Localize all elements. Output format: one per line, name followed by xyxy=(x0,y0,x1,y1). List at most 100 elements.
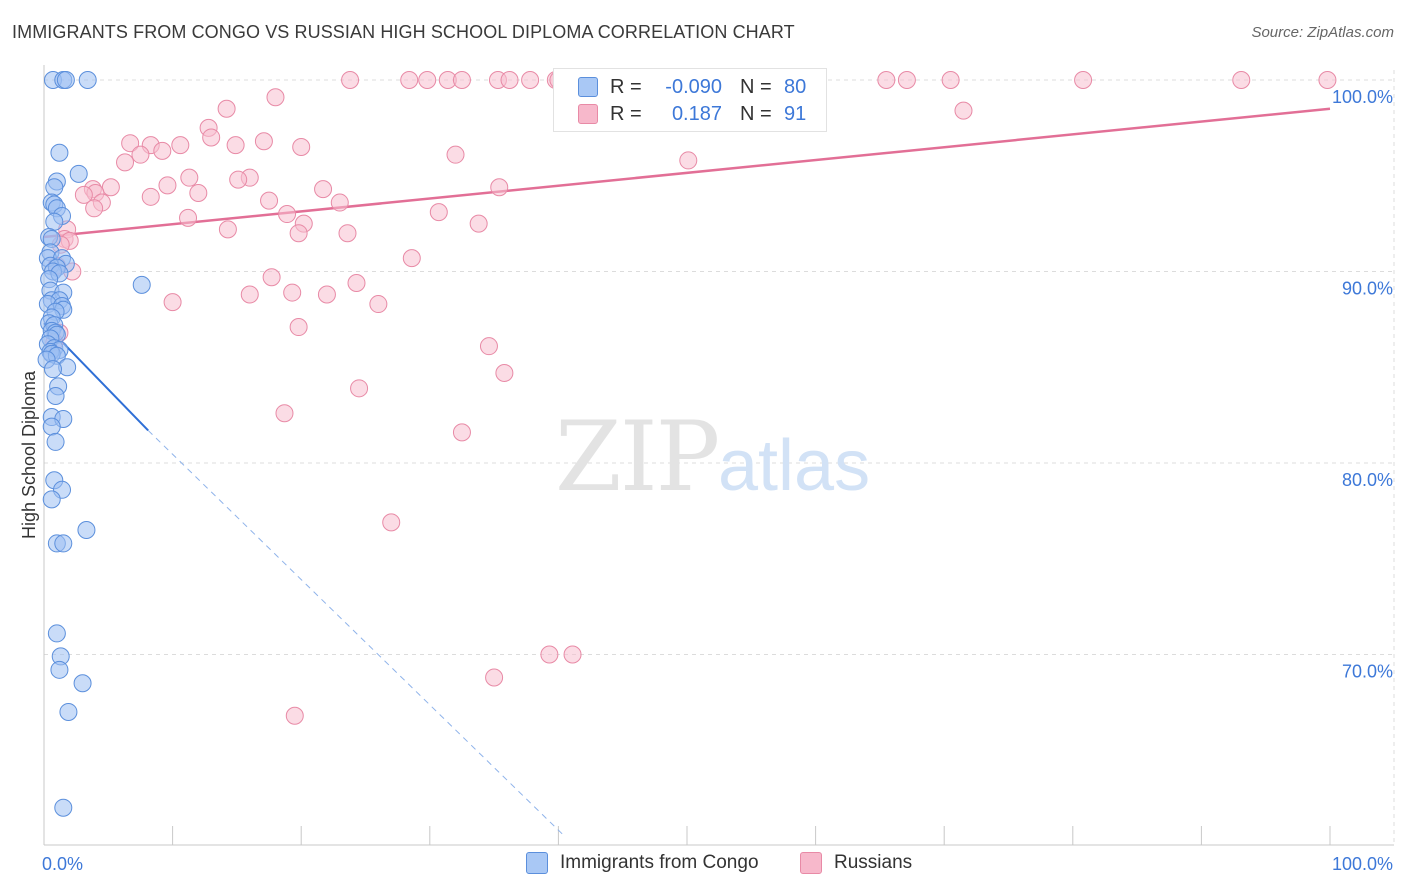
congo-point xyxy=(47,624,66,643)
russians-point xyxy=(469,214,488,233)
congo-point xyxy=(78,71,97,89)
watermark: ZIP atlas xyxy=(555,401,870,513)
russians-point xyxy=(121,134,140,153)
congo-point xyxy=(54,534,73,553)
congo-point xyxy=(59,702,78,721)
points-congo xyxy=(37,71,151,817)
russians-point xyxy=(189,183,208,202)
y-axis-label: High School Diploma xyxy=(19,370,39,539)
russians-point xyxy=(446,145,465,164)
russians-point xyxy=(116,153,135,172)
russians-point xyxy=(402,249,421,268)
congo-point xyxy=(132,275,151,294)
russians-point xyxy=(163,293,182,312)
congo-point xyxy=(45,212,64,231)
russians-point xyxy=(479,337,498,356)
russians-point xyxy=(180,168,199,187)
russians-point xyxy=(283,283,302,302)
r-value-russians: 0.187 xyxy=(671,102,722,125)
congo-point xyxy=(46,432,65,451)
russians-point xyxy=(500,71,519,89)
russians-point xyxy=(452,71,471,89)
russians-point xyxy=(418,71,437,89)
russians-point xyxy=(285,706,304,725)
trend-line-congo xyxy=(43,322,566,837)
congo-point xyxy=(54,798,73,817)
x-tick-label: 100.0% xyxy=(1332,854,1393,874)
russians-point xyxy=(330,193,349,212)
russians-point xyxy=(240,285,259,304)
y-tick-label: 80.0% xyxy=(1342,470,1393,490)
russians-point xyxy=(877,71,896,89)
congo-point xyxy=(42,417,61,436)
russians-point xyxy=(1074,71,1093,89)
x-tick-label: 0.0% xyxy=(42,854,83,874)
russians-trend-line xyxy=(43,107,1331,239)
russians-point xyxy=(897,71,916,89)
russians-point xyxy=(495,363,514,382)
congo-point xyxy=(45,178,64,197)
russians-point xyxy=(941,71,960,89)
russians-point xyxy=(266,88,285,107)
russians-point xyxy=(158,176,177,195)
russians-point xyxy=(452,423,471,442)
russians-point xyxy=(317,285,336,304)
russians-legend-swatch xyxy=(800,852,822,874)
y-tick-label: 70.0% xyxy=(1342,662,1393,682)
russians-point xyxy=(218,220,237,239)
russians-point xyxy=(278,205,297,224)
watermark-atlas: atlas xyxy=(718,426,870,506)
legend-row-russians: R = 0.187 N = 91 xyxy=(578,100,806,128)
russians-point xyxy=(179,208,198,227)
tick-labels: 100.0% 90.0% 80.0% 70.0% 0.0% 100.0% xyxy=(42,87,1393,874)
russians-point xyxy=(954,101,973,120)
russians-point xyxy=(74,185,93,204)
russians-point xyxy=(85,199,104,218)
n-value-congo: 80 xyxy=(784,75,807,98)
congo-swatch xyxy=(578,77,598,97)
legend-label-russians: Russians xyxy=(834,852,913,873)
russians-point xyxy=(275,404,294,423)
russians-point xyxy=(521,71,540,89)
congo-point xyxy=(42,490,61,509)
n-label: N = xyxy=(740,102,772,125)
russians-point xyxy=(262,268,281,287)
russians-point xyxy=(341,71,360,89)
r-value-congo: -0.090 xyxy=(665,75,722,98)
russians-point xyxy=(171,136,190,155)
congo-point xyxy=(56,71,75,89)
russians-point xyxy=(153,141,172,160)
russians-point xyxy=(679,151,698,170)
russians-point xyxy=(202,128,221,147)
congo-point xyxy=(44,360,63,379)
russians-point xyxy=(101,178,120,197)
n-label: N = xyxy=(740,75,772,98)
russians-point xyxy=(369,295,388,314)
congo-point xyxy=(50,143,69,162)
russians-point xyxy=(226,136,245,155)
y-tick-label: 100.0% xyxy=(1332,87,1393,107)
r-label: R = xyxy=(610,102,642,125)
legend-item-congo[interactable]: Immigrants from Congo xyxy=(526,852,759,874)
russians-point xyxy=(563,645,582,664)
legend-label-congo: Immigrants from Congo xyxy=(560,852,759,873)
russians-point xyxy=(289,224,308,243)
watermark-zip: ZIP xyxy=(555,401,718,513)
congo-point xyxy=(46,386,65,405)
russians-point xyxy=(292,138,311,157)
legend-item-russians[interactable]: Russians xyxy=(800,852,912,874)
axes xyxy=(43,65,1394,846)
trend-line-russians xyxy=(43,107,1331,239)
russians-point xyxy=(429,203,448,222)
y-tick-label: 90.0% xyxy=(1342,279,1393,299)
russians-point xyxy=(347,273,366,292)
russians-point xyxy=(217,99,236,118)
russians-swatch xyxy=(578,104,598,124)
r-label: R = xyxy=(610,75,642,98)
correlation-legend: R = -0.090 N = 80 R = 0.187 N = 91 xyxy=(553,68,827,132)
chart-title: IMMIGRANTS FROM CONGO VS RUSSIAN HIGH SC… xyxy=(12,22,795,42)
congo-point xyxy=(77,521,96,540)
n-value-russians: 91 xyxy=(784,102,807,125)
congo-point xyxy=(69,164,88,183)
